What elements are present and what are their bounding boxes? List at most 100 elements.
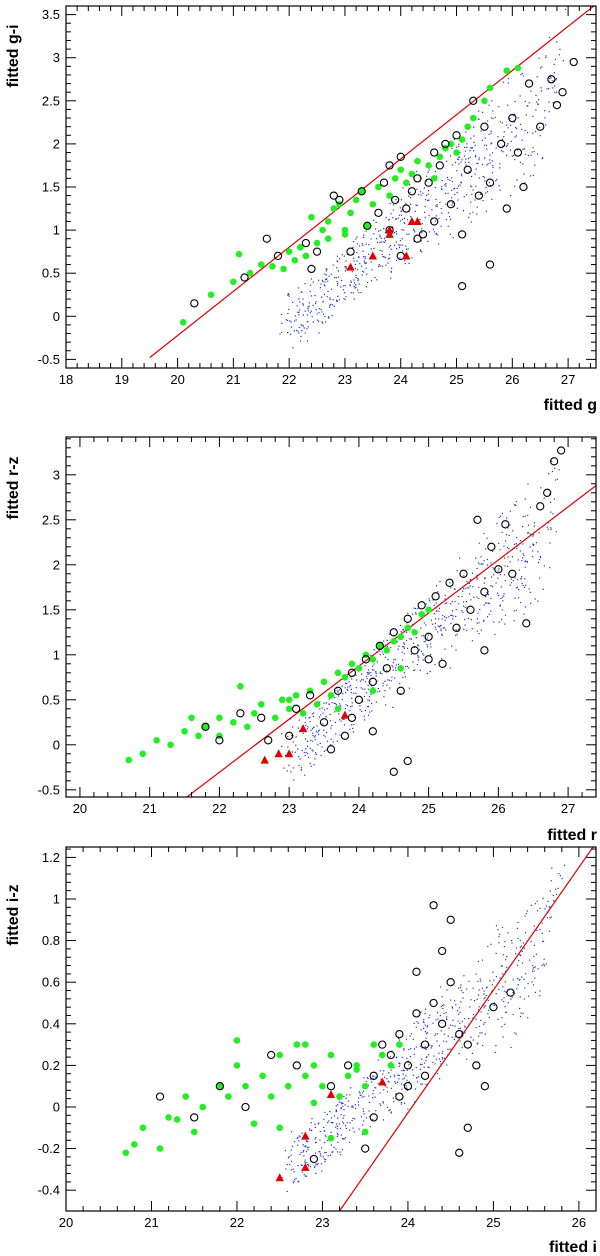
blue-dot: [516, 586, 518, 588]
blue-dot: [303, 751, 305, 753]
blue-dot: [488, 133, 490, 135]
blue-dot: [311, 728, 314, 730]
green-point: [355, 665, 363, 672]
blue-dot: [545, 963, 547, 965]
blue-dot: [507, 104, 509, 106]
blue-dot: [396, 259, 398, 262]
blue-dot: [448, 616, 450, 618]
blue-dot: [375, 221, 377, 223]
open-point: [240, 273, 249, 282]
blue-dot: [444, 616, 446, 618]
blue-dot: [413, 229, 415, 231]
blue-dot: [495, 582, 497, 584]
blue-dot: [522, 526, 524, 528]
blue-dot: [389, 1075, 392, 1078]
blue-dot: [407, 1060, 409, 1062]
blue-dot: [522, 148, 524, 150]
blue-dot: [389, 1056, 391, 1058]
blue-dot: [418, 194, 420, 196]
blue-dot: [307, 306, 309, 308]
blue-dot: [426, 637, 429, 639]
y-tick-label: 0: [53, 737, 60, 752]
blue-dot: [293, 1171, 295, 1173]
red-triangle-point: [301, 1162, 310, 1171]
blue-dot: [393, 1101, 395, 1103]
blue-dot: [365, 267, 367, 269]
blue-dot: [298, 1135, 300, 1137]
blue-dot: [504, 981, 506, 983]
blue-dot: [325, 270, 327, 272]
blue-dot: [485, 186, 487, 188]
blue-dot: [512, 580, 514, 582]
blue-dot: [460, 181, 462, 183]
blue-dot: [387, 262, 389, 264]
open-point: [480, 646, 489, 655]
blue-dot: [442, 1008, 444, 1010]
open-point: [309, 1154, 319, 1164]
green-point: [348, 660, 356, 668]
blue-dot: [497, 1018, 499, 1020]
green-point: [363, 222, 371, 230]
blue-dot: [492, 172, 494, 174]
open-point: [312, 247, 322, 256]
blue-dot: [504, 540, 507, 542]
blue-dot: [464, 161, 466, 163]
blue-dot: [299, 758, 301, 760]
blue-dot: [528, 102, 530, 104]
blue-dot: [318, 312, 320, 314]
blue-dot: [452, 1007, 454, 1009]
blue-dot: [287, 746, 289, 748]
blue-dot: [495, 1045, 497, 1047]
blue-dot: [288, 764, 290, 766]
blue-dot: [491, 984, 493, 986]
open-point: [463, 1040, 472, 1049]
blue-dot: [515, 1033, 517, 1035]
blue-dot: [361, 243, 363, 245]
blue-dot: [409, 638, 411, 640]
blue-dot: [462, 997, 464, 999]
blue-dot: [406, 1088, 408, 1090]
blue-dot: [390, 1087, 392, 1089]
blue-dot: [405, 1085, 407, 1087]
blue-dot: [403, 672, 405, 674]
y-tick-label: 0: [53, 1100, 60, 1115]
blue-dot: [367, 705, 370, 708]
plot-area-0: [149, 6, 595, 359]
blue-dot: [518, 569, 520, 571]
blue-dot: [437, 625, 439, 627]
blue-dot: [536, 101, 538, 103]
blue-dot: [556, 41, 558, 43]
open-point: [378, 1040, 387, 1049]
open-point: [346, 247, 355, 256]
blue-dot: [493, 1002, 495, 1004]
blue-dot: [330, 303, 332, 306]
blue-dot: [558, 469, 560, 471]
blue-dot: [336, 299, 338, 301]
blue-dot: [361, 1092, 363, 1094]
blue-dot: [426, 1032, 428, 1034]
blue-dot: [284, 1150, 286, 1152]
blue-dot: [455, 1004, 457, 1006]
blue-dot: [307, 740, 309, 742]
open-point: [361, 1144, 370, 1153]
blue-dot: [353, 1131, 355, 1133]
blue-dot: [433, 613, 435, 615]
green-point: [246, 269, 254, 277]
blue-dot: [550, 527, 552, 529]
blue-dot: [393, 659, 395, 661]
blue-dot: [505, 991, 507, 993]
blue-dot: [307, 726, 309, 728]
blue-dot: [316, 1164, 318, 1166]
open-point: [190, 299, 199, 308]
blue-dot: [398, 1065, 401, 1067]
blue-dot: [429, 1014, 431, 1016]
blue-dot: [350, 1087, 352, 1089]
green-point: [302, 1072, 309, 1080]
blue-dot: [456, 633, 458, 635]
blue-dot: [353, 724, 355, 726]
open-point: [487, 542, 496, 551]
blue-dot: [542, 940, 545, 942]
open-point: [301, 238, 311, 248]
x-tick-label: 23: [282, 801, 296, 816]
blue-dot: [420, 627, 422, 629]
